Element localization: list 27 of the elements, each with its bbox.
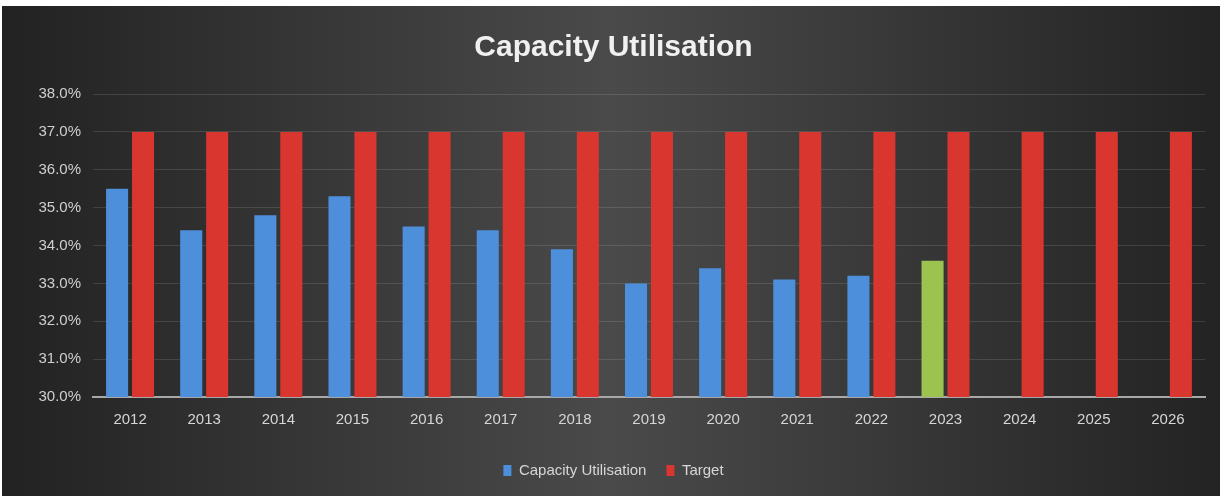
y-tick-label: 37.0% xyxy=(38,122,81,140)
y-tick-label: 33.0% xyxy=(38,273,81,291)
y-tick-label: 34.0% xyxy=(38,235,81,253)
x-tick-label: 2013 xyxy=(187,410,221,428)
legend-label: Target xyxy=(681,460,725,478)
x-tick-label: 2020 xyxy=(706,410,740,428)
y-tick-label: 32.0% xyxy=(38,311,81,329)
y-tick-label: 31.0% xyxy=(38,349,81,367)
y-tick-label: 35.0% xyxy=(38,197,81,215)
x-tick-label: 2014 xyxy=(261,410,296,428)
x-tick-label: 2026 xyxy=(1151,410,1185,428)
x-tick-label: 2017 xyxy=(484,410,518,428)
x-tick-label: 2019 xyxy=(632,410,666,428)
x-tick-label: 2012 xyxy=(113,410,147,428)
y-tick-label: 30.0% xyxy=(38,387,81,405)
x-tick-label: 2023 xyxy=(928,410,963,428)
x-tick-label: 2022 xyxy=(854,410,889,428)
x-tick-label: 2016 xyxy=(409,410,444,428)
x-tick-label: 2024 xyxy=(1002,410,1037,428)
y-tick-label: 36.0% xyxy=(38,159,81,177)
x-tick-label: 2021 xyxy=(780,410,814,428)
x-tick-label: 2025 xyxy=(1077,410,1111,428)
x-tick-label: 2018 xyxy=(558,410,592,428)
legend-label: Capacity Utilisation xyxy=(518,460,647,478)
y-tick-label: 38.0% xyxy=(38,84,81,102)
chart-title: Capacity Utilisation xyxy=(474,29,753,63)
x-tick-label: 2015 xyxy=(335,410,370,428)
